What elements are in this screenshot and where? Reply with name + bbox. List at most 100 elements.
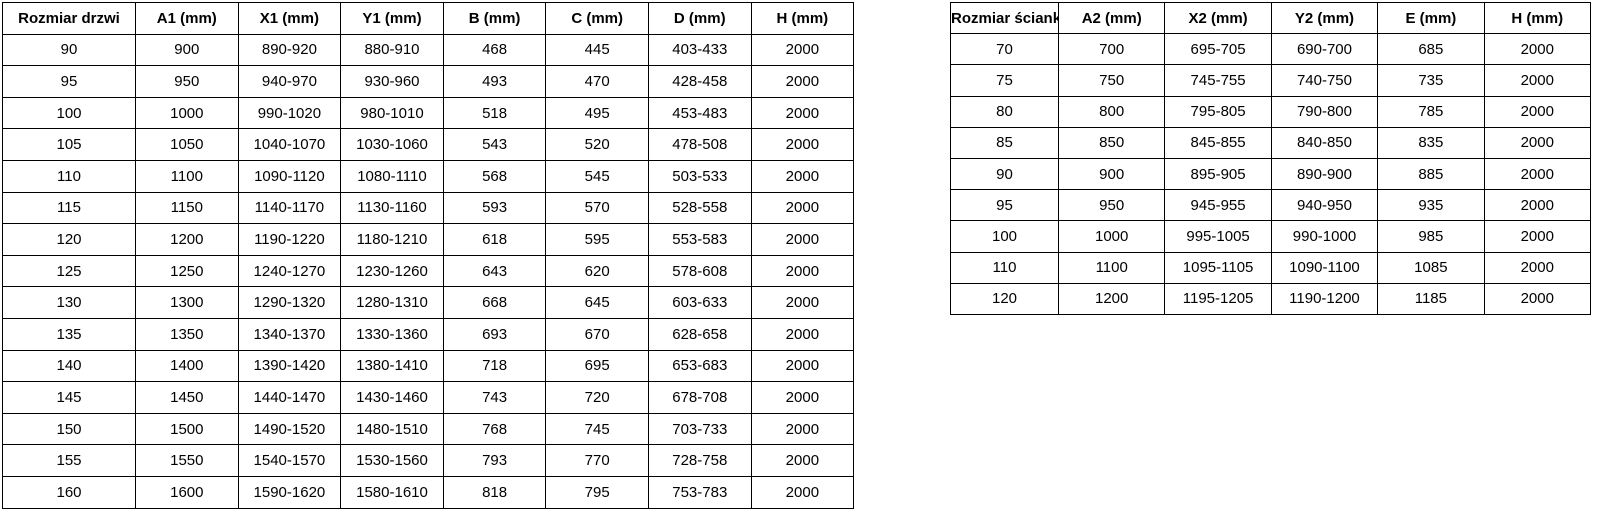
door-sizes-table-cell: 2000 [750, 412, 855, 446]
wall-sizes-table-cell: 1195-1205 [1164, 282, 1272, 315]
door-sizes-table-cell: 1240-1270 [237, 254, 342, 288]
door-sizes-table-cell: 2000 [750, 254, 855, 288]
door-sizes-table-cell: 545 [545, 159, 649, 193]
door-sizes-table-row: 120 1200 1190-1220 1180-1210 618 595 553-583 20… [2, 223, 855, 256]
door-sizes-table-cell: 1480-1510 [340, 412, 444, 446]
wall-sizes-column-header: Rozmiar ścianki [950, 1, 1059, 35]
door-sizes-table-cell: 728-758 [647, 444, 752, 477]
door-sizes-table-cell: 618 [442, 223, 547, 256]
wall-sizes-table-cell: 990-1000 [1270, 220, 1379, 253]
door-sizes-table-cell: 140 [2, 349, 136, 383]
door-sizes-table-cell: 1090-1120 [237, 159, 342, 193]
wall-sizes-table-row: 100 1000 995-1005 990-1000 985 2000 [950, 220, 1591, 253]
door-sizes-table-cell: 2000 [750, 444, 855, 477]
door-sizes-table-cell: 1080-1110 [340, 159, 444, 193]
wall-sizes-table-cell: 685 [1377, 33, 1485, 66]
door-sizes-table-cell: 1340-1370 [237, 317, 342, 351]
wall-sizes-table-row: 80 800 795-805 790-800 785 2000 [950, 95, 1591, 128]
wall-sizes-table-cell: 995-1005 [1164, 220, 1272, 253]
door-sizes-table-cell: 643 [442, 254, 547, 288]
door-sizes-table-cell: 90 [2, 33, 136, 67]
wall-sizes-table-cell: 2000 [1483, 189, 1591, 222]
door-sizes-table-cell: 818 [442, 475, 547, 509]
door-sizes-table-cell: 595 [545, 223, 649, 256]
door-sizes-table-row: 100 1000 990-1020 980-1010 518 495 453-483 2000 [2, 96, 855, 130]
door-sizes-table-cell: 930-960 [340, 65, 444, 98]
door-sizes-table-cell: 1140-1170 [237, 191, 342, 225]
wall-sizes-table-cell: 950 [1057, 189, 1166, 222]
wall-sizes-table-row: 85 850 845-855 840-850 835 2000 [950, 126, 1591, 159]
wall-sizes-table-row: 110 1100 1095-1105 1090-1100 1085 2000 [950, 251, 1591, 284]
wall-sizes-table-cell: 695-705 [1164, 33, 1272, 66]
wall-sizes-table-cell: 70 [950, 33, 1059, 66]
wall-sizes-table-cell: 750 [1057, 64, 1166, 97]
wall-sizes-table-cell: 740-750 [1270, 64, 1379, 97]
wall-sizes-table-cell: 2000 [1483, 282, 1591, 315]
wall-sizes-table-cell: 1085 [1377, 251, 1485, 284]
door-sizes-table-cell: 145 [2, 381, 136, 414]
door-sizes-table-row: 125 1250 1240-1270 1230-1260 643 620 578-608 20… [2, 254, 855, 288]
door-sizes-table-cell: 115 [2, 191, 136, 225]
door-sizes-table-cell: 1490-1520 [237, 412, 342, 446]
door-sizes-table-cell: 620 [545, 254, 649, 288]
wall-sizes-table-cell: 845-855 [1164, 126, 1272, 159]
door-sizes-table-cell: 1530-1560 [340, 444, 444, 477]
door-sizes-table-cell: 100 [2, 96, 136, 130]
door-sizes-table-cell: 1400 [135, 349, 239, 383]
door-sizes-table-cell: 753-783 [647, 475, 752, 509]
door-sizes-table-cell: 150 [2, 412, 136, 446]
door-sizes-table-cell: 125 [2, 254, 136, 288]
door-sizes-table-cell: 520 [545, 128, 649, 161]
door-sizes-table-cell: 543 [442, 128, 547, 161]
door-sizes-table-cell: 1190-1220 [237, 223, 342, 256]
door-sizes-table-cell: 110 [2, 159, 136, 193]
door-sizes-table-cell: 2000 [750, 96, 855, 130]
door-sizes-table-cell: 743 [442, 381, 547, 414]
door-sizes-table-cell: 940-970 [237, 65, 342, 98]
door-sizes-table-cell: 428-458 [647, 65, 752, 98]
wall-sizes-table-cell: 1000 [1057, 220, 1166, 253]
door-sizes-table-cell: 770 [545, 444, 649, 477]
door-sizes-table-cell: 553-583 [647, 223, 752, 256]
wall-sizes-table-cell: 100 [950, 220, 1059, 253]
door-sizes-table-cell: 2000 [750, 128, 855, 161]
door-sizes-table-cell: 1550 [135, 444, 239, 477]
wall-sizes-table-cell: 95 [950, 189, 1059, 222]
door-sizes-table-cell: 1500 [135, 412, 239, 446]
door-sizes-table-row: 115 1150 1140-1170 1130-1160 593 570 528-558 20… [2, 191, 855, 225]
wall-sizes-table-cell: 785 [1377, 95, 1485, 128]
door-sizes-table-cell: 1200 [135, 223, 239, 256]
wall-sizes-table: Rozmiar ścianki A2 (mm) X2 (mm) Y2 (mm) E (m… [950, 1, 1591, 315]
wall-sizes-table-cell: 2000 [1483, 251, 1591, 284]
door-sizes-table-cell: 1000 [135, 96, 239, 130]
door-sizes-table-cell: 445 [545, 33, 649, 67]
door-sizes-table-cell: 718 [442, 349, 547, 383]
door-sizes-table-cell: 578-608 [647, 254, 752, 288]
door-sizes-table-row: 110 1100 1090-1120 1080-1110 568 545 503-533 20… [2, 159, 855, 193]
wall-sizes-header-row: Rozmiar ścianki A2 (mm) X2 (mm) Y2 (mm) E (m… [950, 1, 1591, 35]
door-sizes-table-cell: 2000 [750, 317, 855, 351]
door-sizes-table-cell: 795 [545, 475, 649, 509]
wall-sizes-table-cell: 800 [1057, 95, 1166, 128]
door-sizes-table-cell: 1180-1210 [340, 223, 444, 256]
door-sizes-table-cell: 2000 [750, 159, 855, 193]
wall-sizes-table-row: 120 1200 1195-1205 1190-1200 1185 2000 [950, 282, 1591, 315]
wall-sizes-table-cell: 2000 [1483, 157, 1591, 191]
door-sizes-column-header: A1 (mm) [135, 2, 239, 35]
wall-sizes-column-header: Y2 (mm) [1270, 1, 1379, 35]
door-sizes-table-cell: 503-533 [647, 159, 752, 193]
door-sizes-table-cell: 950 [135, 65, 239, 98]
wall-sizes-table-cell: 700 [1057, 33, 1166, 66]
wall-sizes-table-cell: 835 [1377, 126, 1485, 159]
door-sizes-table-cell: 453-483 [647, 96, 752, 130]
wall-sizes-table-cell: 80 [950, 95, 1059, 128]
door-sizes-table-cell: 1130-1160 [340, 191, 444, 225]
door-sizes-table-cell: 693 [442, 317, 547, 351]
door-sizes-table-cell: 2000 [750, 33, 855, 67]
door-sizes-table-cell: 1040-1070 [237, 128, 342, 161]
door-sizes-table-cell: 890-920 [237, 33, 342, 67]
wall-sizes-table-row: 75 750 745-755 740-750 735 2000 [950, 64, 1591, 97]
door-sizes-table-cell: 2000 [750, 349, 855, 383]
door-sizes-header-row: Rozmiar drzwi A1 (mm) X1 (mm) Y1 (mm) B (mm)… [2, 2, 855, 35]
